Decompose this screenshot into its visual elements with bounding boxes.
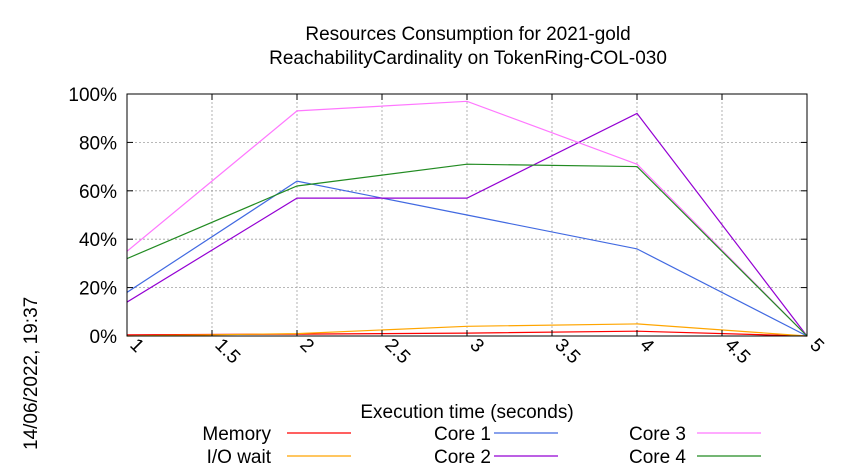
legend-label: Core 4 (629, 447, 686, 468)
chart-title-line2: ReachabilityCardinality on TokenRing-COL… (269, 48, 667, 69)
x-tick-label: 2 (295, 335, 317, 357)
series-line-core-4 (126, 163, 808, 337)
x-tick-label: 4 (635, 335, 658, 358)
ticks: 0% 20% 40% 60% 80% 100% 1 1.5 2 2.5 3 3.5 4 4.5 5 (68, 85, 827, 368)
y-tick-label: 0% (90, 327, 118, 348)
x-tick-label: 1.5 (210, 335, 244, 369)
x-tick-label: 3 (465, 335, 487, 357)
y-tick-label: 60% (79, 182, 117, 203)
legend-label: Core 3 (629, 424, 686, 445)
x-tick-label: 2.5 (380, 335, 414, 369)
x-axis-label: Execution time (seconds) (360, 402, 573, 423)
legend-label: I/O wait (207, 447, 272, 468)
legend-label: Core 1 (434, 424, 491, 445)
x-tick-label: 1 (125, 335, 147, 357)
y-tick-label: 80% (79, 133, 117, 154)
series-line-core-2 (126, 112, 808, 337)
series-line-core-3 (126, 100, 808, 337)
x-tick-label: 5 (805, 335, 827, 357)
x-tick-label: 4.5 (720, 335, 754, 369)
series-line-i-o-wait (126, 323, 808, 337)
legend-label: Core 2 (434, 447, 491, 468)
chart-title-line1: Resources Consumption for 2021-gold (305, 24, 630, 45)
series-line-core-1 (126, 180, 808, 337)
timestamp-label: 14/06/2022, 19:37 (21, 297, 42, 450)
grid (127, 94, 807, 336)
y-tick-label: 40% (79, 230, 117, 251)
y-tick-label: 20% (79, 279, 117, 300)
legend-label: Memory (202, 424, 271, 445)
x-tick-label: 3.5 (550, 335, 584, 369)
y-tick-label: 100% (68, 85, 117, 106)
